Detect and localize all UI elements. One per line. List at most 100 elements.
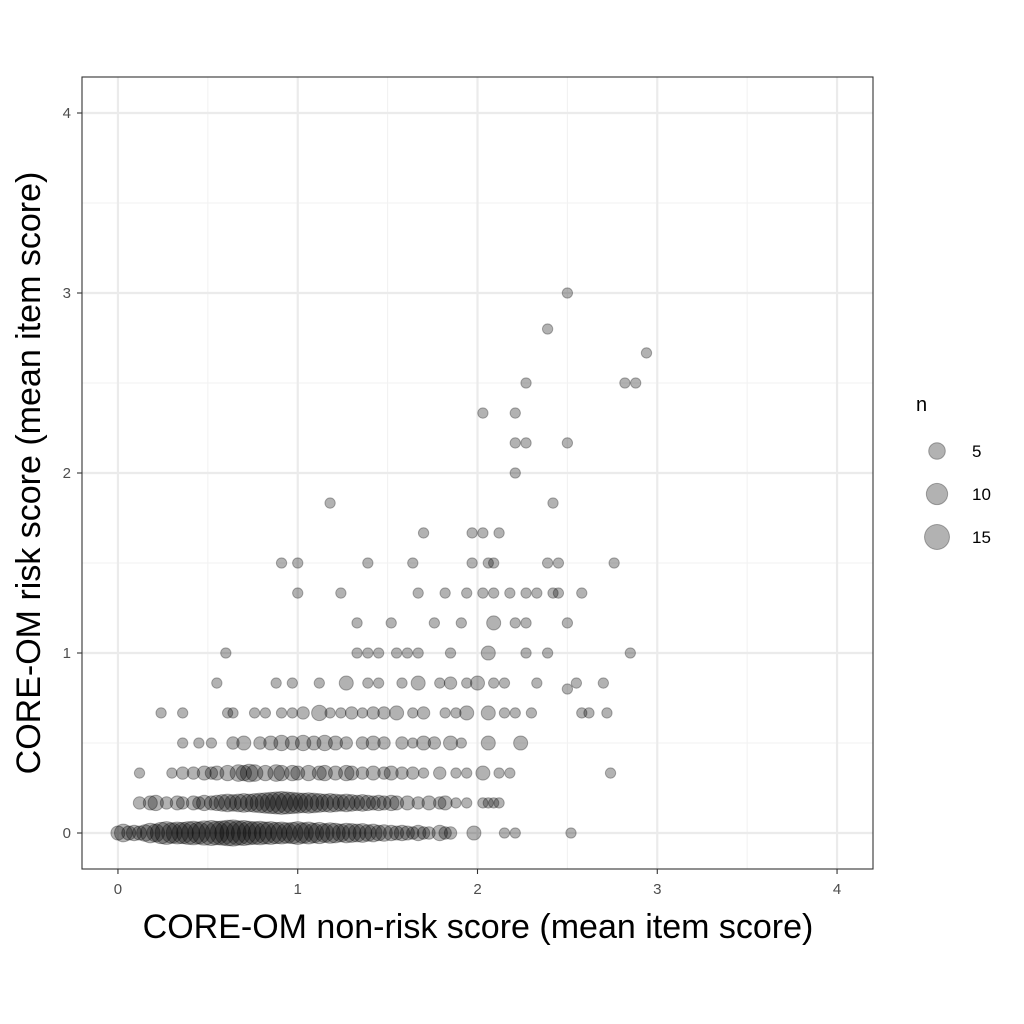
data-point (390, 647, 403, 659)
data-point (450, 767, 462, 779)
data-point (417, 767, 430, 779)
data-point (444, 647, 457, 659)
data-point (259, 791, 282, 815)
data-point (300, 764, 317, 782)
data-point (154, 821, 179, 845)
data-point (541, 557, 554, 569)
x-tick-label: 1 (294, 881, 302, 898)
data-point (133, 767, 146, 779)
data-point (561, 617, 574, 629)
data-point (327, 735, 343, 751)
data-point (480, 735, 496, 751)
y-tick-label: 2 (63, 465, 71, 482)
legend-key-10 (925, 482, 949, 506)
data-point (498, 707, 511, 719)
x-axis-title: CORE-OM non-risk score (mean item score) (143, 908, 814, 946)
data-point (296, 706, 310, 720)
data-point (259, 707, 272, 719)
data-point (314, 823, 335, 843)
x-tick-label: 0 (114, 881, 122, 898)
data-point (552, 587, 565, 599)
data-point (221, 707, 234, 719)
data-point (480, 645, 496, 661)
data-point (192, 796, 206, 810)
data-point (338, 675, 354, 691)
data-point (297, 792, 320, 814)
y-tick-label: 0 (63, 825, 71, 842)
data-point (292, 792, 314, 814)
data-point (204, 820, 230, 846)
data-point (175, 766, 190, 780)
data-point (416, 826, 431, 840)
data-point (306, 735, 322, 751)
data-point (477, 407, 489, 419)
data-point (186, 766, 201, 780)
data-point (583, 707, 595, 719)
data-point (275, 707, 288, 719)
data-point (461, 677, 473, 689)
data-point (214, 819, 241, 847)
data-point (233, 793, 254, 813)
data-point (203, 795, 219, 811)
data-point (393, 824, 411, 842)
data-point (336, 793, 356, 813)
data-point (313, 677, 325, 689)
data-point (191, 820, 217, 846)
data-point (406, 826, 420, 840)
data-point (619, 377, 631, 389)
data-point (281, 791, 304, 815)
legend-label-10: 10 (972, 485, 991, 504)
data-point (270, 677, 282, 689)
data-point (488, 557, 500, 569)
data-point (624, 647, 636, 659)
data-point (355, 766, 370, 780)
data-point (319, 822, 341, 844)
data-point (493, 527, 505, 539)
data-point (220, 647, 232, 659)
data-point (175, 796, 190, 810)
data-point (509, 407, 521, 419)
data-point (177, 737, 189, 749)
data-point (273, 764, 290, 782)
data-point (303, 792, 325, 814)
data-point (332, 794, 350, 812)
data-point (273, 734, 290, 752)
y-tick-label: 4 (63, 105, 71, 122)
data-point (185, 795, 201, 811)
data-point (290, 765, 306, 781)
data-point (269, 791, 294, 815)
data-point (466, 557, 478, 569)
data-point (531, 587, 543, 599)
data-point (169, 795, 185, 811)
data-point (417, 527, 430, 539)
data-point (504, 587, 516, 599)
data-point (482, 557, 494, 569)
data-point (372, 677, 385, 689)
data-point (326, 793, 345, 813)
data-point (498, 827, 511, 839)
data-point (209, 820, 235, 846)
data-point (161, 822, 183, 844)
data-point (389, 705, 405, 721)
data-point (520, 647, 532, 659)
data-point (171, 821, 194, 845)
data-point (149, 821, 173, 845)
data-point (597, 677, 609, 689)
data-point (249, 792, 271, 814)
data-point (466, 527, 478, 539)
data-point (509, 707, 521, 719)
data-point (351, 617, 363, 629)
data-point (227, 707, 239, 719)
data-point (362, 677, 374, 689)
data-point (303, 822, 325, 844)
data-point (225, 820, 252, 846)
data-point (348, 794, 366, 812)
data-point (359, 824, 377, 842)
data-point (316, 734, 333, 752)
data-point (427, 736, 442, 750)
data-point (230, 820, 257, 846)
data-point (219, 819, 247, 847)
data-point (351, 647, 363, 659)
data-point (383, 794, 400, 812)
data-point (520, 377, 532, 389)
